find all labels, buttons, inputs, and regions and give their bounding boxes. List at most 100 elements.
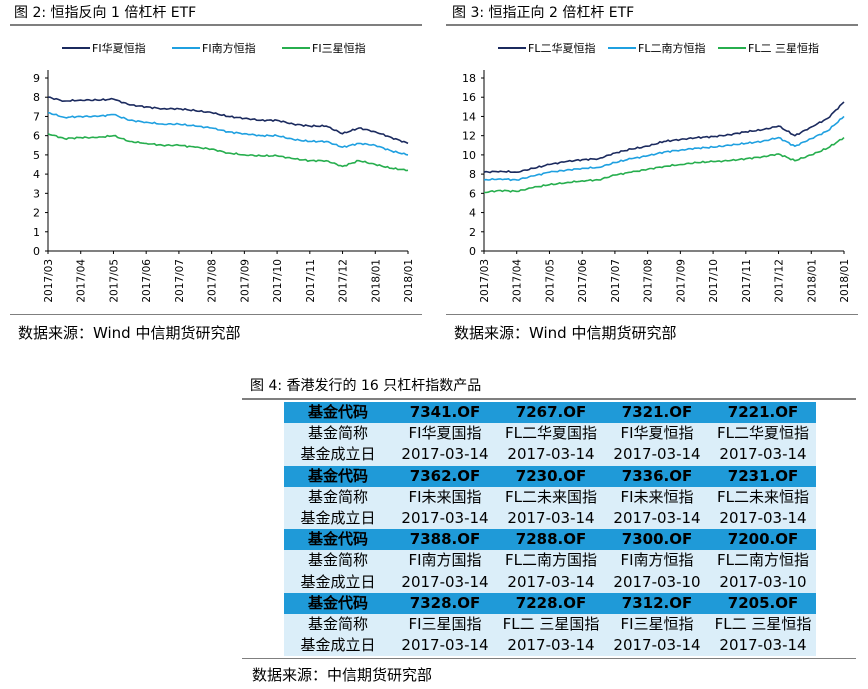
table-row: 基金代码 7362.OF 7230.OF 7336.OF 7231.OF (284, 465, 816, 487)
fig3-x-tick-label: 2017/05 (544, 259, 556, 303)
fig2-y-tick-label: 8 (33, 91, 40, 104)
table-row: 基金代码 7388.OF 7288.OF 7300.OF 7200.OF (284, 529, 816, 551)
fig3-legend-label: FL二南方恒指 (638, 41, 705, 55)
fig3-y-tick-label: 18 (462, 72, 476, 85)
fund-code-cell: 7228.OF (498, 592, 604, 614)
fig2-x-tick-label: 2017/12 (338, 259, 350, 303)
figure3-source: 数据来源：Wind 中信期货研究部 (454, 324, 677, 342)
fig2-x-tick-label: 2017/08 (207, 259, 219, 303)
fig2-x-tick-label: 2017/05 (108, 259, 120, 303)
fig3-x-tick-label: 2017/12 (774, 259, 786, 303)
fig2-x-tick-label: 2018/01 (370, 259, 382, 303)
fig3-series-line (483, 101, 845, 174)
fund-date-cell: 2017-03-14 (392, 571, 498, 593)
fig3-legend-label: FL二华夏恒指 (528, 41, 595, 55)
fund-code-cell: 7288.OF (498, 529, 604, 551)
fund-name-cell: FI南方恒指 (604, 550, 710, 572)
fig3-x-tick-label: 2017/04 (512, 259, 524, 303)
table-row: 基金简称 FI三星国指 FL二 三星国指 FI三星恒指 FL二 三星恒指 (284, 613, 816, 636)
row-label: 基金代码 (284, 465, 392, 487)
fig3-y-tick-label: 14 (462, 110, 476, 123)
fund-date-cell: 2017-03-14 (710, 444, 816, 466)
fig3-y-tick-label: 2 (469, 226, 476, 239)
figure4-source: 数据来源：中信期货研究部 (252, 666, 433, 684)
figure3-bottom-rule (446, 314, 858, 315)
fig3-x-tick-label: 2017/06 (577, 259, 589, 303)
fig3-legend-label: FL二 三星恒指 (748, 41, 819, 55)
table-row: 基金成立日 2017-03-14 2017-03-14 2017-03-14 2017-… (284, 507, 816, 530)
table-row: 基金代码 7328.OF 7228.OF 7312.OF 7205.OF (284, 592, 816, 614)
fund-name-cell: FI华夏国指 (392, 423, 498, 445)
table-row: 基金代码 7341.OF 7267.OF 7321.OF 7221.OF (284, 402, 816, 424)
fund-code-cell: 7336.OF (604, 465, 710, 487)
figure3-title: 图 3: 恒指正向 2 倍杠杆 ETF (452, 5, 635, 21)
fund-code-cell: 7230.OF (498, 465, 604, 487)
fund-date-cell: 2017-03-14 (604, 444, 710, 466)
figure2-top-rule (10, 24, 422, 26)
row-label: 基金成立日 (284, 507, 392, 530)
fig2-y-tick-label: 0 (33, 245, 40, 258)
fig2-x-tick-label: 2017/11 (305, 259, 317, 303)
fund-code-cell: 7328.OF (392, 592, 498, 614)
figure3-chart: FL二华夏恒指 FL二南方恒指 FL二 三星恒指 0 2 4 6 8 10 12 14 16 18 201… (462, 41, 851, 303)
fig3-x-tick-label: 2017/03 (479, 259, 491, 303)
fig2-x-tick-label: 2017/06 (141, 259, 153, 303)
fig2-y-tick-label: 9 (33, 72, 40, 85)
fig3-x-tick-label: 2017/07 (610, 259, 622, 303)
fig2-y-tick-label: 2 (33, 207, 40, 220)
figure2-title: 图 2: 恒指反向 1 倍杠杆 ETF (14, 5, 197, 21)
fig2-legend-label: FI三星恒指 (312, 41, 366, 55)
fig2-x-tick-label: 2017/07 (174, 259, 186, 303)
fund-date-cell: 2017-03-14 (392, 444, 498, 466)
fig3-x-tick-label: 2017/11 (741, 259, 753, 303)
fig3-x-tick-label: 2017/08 (643, 259, 655, 303)
row-label: 基金成立日 (284, 571, 392, 593)
fund-name-cell: FI三星国指 (392, 613, 498, 636)
table-row: 基金成立日 2017-03-14 2017-03-14 2017-03-14 2017-… (284, 635, 816, 657)
fund-date-cell: 2017-03-14 (392, 635, 498, 657)
row-label: 基金简称 (284, 550, 392, 572)
figure4-bottom-rule (242, 658, 856, 659)
fig3-y-tick-label: 8 (469, 168, 476, 181)
fund-name-cell: FI南方国指 (392, 550, 498, 572)
fund-code-cell: 7200.OF (710, 529, 816, 551)
fund-date-cell: 2017-03-14 (392, 507, 498, 530)
figure2-chart: FI华夏恒指 FI南方恒指 FI三星恒指 0 1 2 3 4 5 6 7 8 9 2017/03 2017/… (33, 41, 415, 303)
row-label: 基金成立日 (284, 635, 392, 657)
table-row: 基金简称 FI未来国指 FL二未来国指 FI未来恒指 FL二未来恒指 (284, 486, 816, 508)
fund-date-cell: 2017-03-14 (710, 635, 816, 657)
fund-table: 基金代码 7341.OF 7267.OF 7321.OF 7221.OF 基金简称 FI华夏… (284, 402, 816, 657)
fund-name-cell: FI三星恒指 (604, 613, 710, 636)
fund-date-cell: 2017-03-14 (498, 571, 604, 593)
fig2-legend-label: FI华夏恒指 (92, 41, 146, 55)
fund-date-cell: 2017-03-10 (604, 571, 710, 593)
fund-code-cell: 7205.OF (710, 592, 816, 614)
fig2-series-line (47, 111, 409, 156)
fig2-x-tick-label: 2017/10 (272, 259, 284, 303)
fig2-y-tick-label: 6 (33, 130, 40, 143)
row-label: 基金代码 (284, 402, 392, 424)
row-label: 基金成立日 (284, 444, 392, 466)
fund-date-cell: 2017-03-14 (604, 635, 710, 657)
fund-code-cell: 7221.OF (710, 402, 816, 424)
fig2-y-tick-label: 7 (33, 110, 40, 123)
table-row: 基金成立日 2017-03-14 2017-03-14 2017-03-10 2017-… (284, 571, 816, 593)
fig2-legend-label: FI南方恒指 (202, 41, 256, 55)
fig2-y-tick-label: 5 (33, 149, 40, 162)
figure4-title: 图 4: 香港发行的 16 只杠杆指数产品 (250, 378, 482, 394)
fig2-x-tick-label: 2017/09 (239, 259, 251, 303)
row-label: 基金简称 (284, 486, 392, 508)
table-row: 基金简称 FI南方国指 FL二南方国指 FI南方恒指 FL二南方恒指 (284, 550, 816, 572)
fund-name-cell: FL二南方恒指 (710, 550, 816, 572)
fig2-x-tick-label: 2017/03 (43, 259, 55, 303)
fig2-y-tick-label: 3 (33, 187, 40, 200)
table-row: 基金简称 FI华夏国指 FL二华夏国指 FI华夏恒指 FL二华夏恒指 (284, 423, 816, 445)
fund-date-cell: 2017-03-14 (498, 635, 604, 657)
fig3-x-tick-label: 2018/01 (806, 259, 818, 303)
fund-code-cell: 7267.OF (498, 402, 604, 424)
fund-name-cell: FI华夏恒指 (604, 423, 710, 445)
fig2-x-tick-label: 2017/04 (76, 259, 88, 303)
fund-name-cell: FL二未来恒指 (710, 486, 816, 508)
fig3-x-tick-label: 2017/09 (675, 259, 687, 303)
fund-date-cell: 2017-03-14 (710, 507, 816, 530)
